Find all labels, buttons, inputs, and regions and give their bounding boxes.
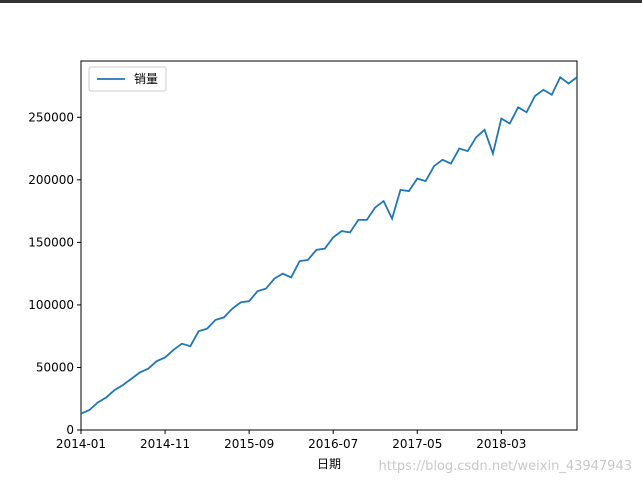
y-tick-label: 250000 bbox=[28, 110, 74, 124]
plot-area bbox=[80, 60, 578, 431]
window-border bbox=[0, 0, 642, 3]
y-tick-label: 200000 bbox=[28, 173, 74, 187]
x-tick-label: 2016-07 bbox=[308, 437, 358, 451]
legend-label: 销量 bbox=[134, 72, 158, 86]
y-tick-label: 50000 bbox=[36, 360, 74, 374]
watermark: https://blog.csdn.net/weixin_43947943 bbox=[378, 459, 632, 474]
x-tick-label: 2014-11 bbox=[140, 437, 190, 451]
line-series bbox=[80, 75, 578, 415]
x-axis-label: 日期 bbox=[317, 457, 341, 471]
y-tick-label: 0 bbox=[66, 423, 74, 437]
x-tick-label: 2015-09 bbox=[224, 437, 274, 451]
y-tick-label: 100000 bbox=[28, 298, 74, 312]
x-tick-label: 2018-03 bbox=[476, 437, 526, 451]
legend-box bbox=[88, 66, 167, 92]
y-tick-label: 150000 bbox=[28, 235, 74, 249]
x-tick-label: 2014-01 bbox=[56, 437, 106, 451]
x-tick-label: 2017-05 bbox=[392, 437, 442, 451]
